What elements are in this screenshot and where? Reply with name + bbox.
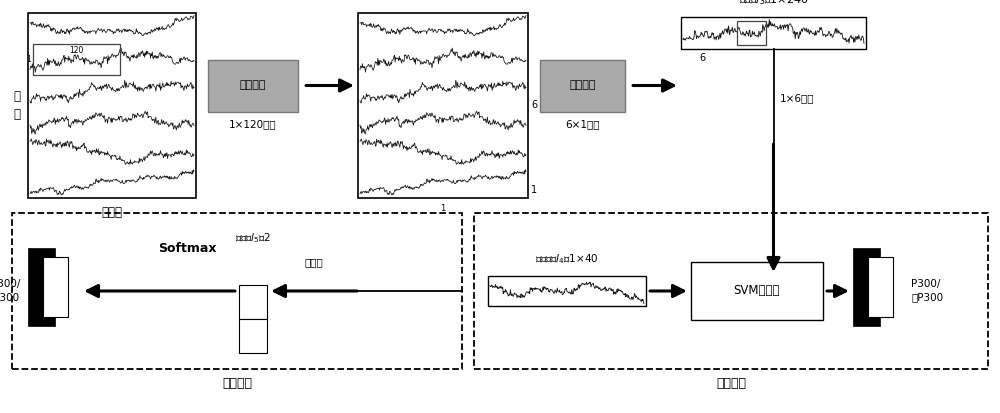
Text: Softmax: Softmax [158, 242, 216, 255]
Text: 6: 6 [699, 53, 705, 63]
Text: 传统模型: 传统模型 [222, 377, 252, 390]
Text: 120: 120 [70, 46, 84, 55]
Text: 混合模型: 混合模型 [716, 377, 746, 390]
Text: 数据点: 数据点 [102, 206, 122, 219]
Bar [474, 213, 988, 369]
Bar [358, 13, 528, 198]
Bar [28, 13, 196, 198]
Text: 1: 1 [440, 204, 446, 213]
Text: 时域卷积: 时域卷积 [240, 81, 266, 90]
Bar [868, 257, 893, 317]
Text: 降采样层$l_4$：1×40: 降采样层$l_4$：1×40 [535, 252, 599, 266]
Bar [540, 59, 625, 112]
Bar [691, 262, 823, 320]
Text: 通
道: 通 道 [13, 90, 20, 121]
Bar [488, 276, 646, 306]
Text: 6×1卷积: 6×1卷积 [565, 119, 600, 130]
Bar [239, 285, 267, 319]
Text: 1×120卷积: 1×120卷积 [229, 119, 277, 130]
Text: P300/
非P300: P300/ 非P300 [911, 280, 943, 303]
Text: 卷积层$l_2$：6×240: 卷积层$l_2$：6×240 [408, 0, 478, 3]
Bar [736, 21, 766, 45]
Text: 输入层$l_1$：6×240: 输入层$l_1$：6×240 [77, 0, 147, 3]
Bar [208, 59, 298, 112]
Text: 全链接: 全链接 [305, 257, 323, 267]
Text: 输出层$l_5$：2: 输出层$l_5$：2 [235, 231, 271, 245]
Bar [12, 213, 462, 369]
Text: 空域卷积: 空域卷积 [569, 81, 596, 90]
Text: 1: 1 [26, 55, 31, 64]
Bar [43, 257, 68, 317]
Bar [28, 248, 55, 326]
Bar [853, 248, 880, 326]
Text: 1×6池化: 1×6池化 [780, 93, 814, 104]
Text: 6: 6 [531, 100, 537, 111]
Text: 卷积层$l_3$：1×240: 卷积层$l_3$：1×240 [739, 0, 808, 7]
Text: P300/
非P300: P300/ 非P300 [0, 280, 20, 303]
Text: SVM分类器: SVM分类器 [734, 285, 780, 297]
Text: 1: 1 [531, 185, 537, 195]
Bar [33, 44, 120, 75]
Bar [681, 17, 866, 49]
Bar [239, 319, 267, 353]
